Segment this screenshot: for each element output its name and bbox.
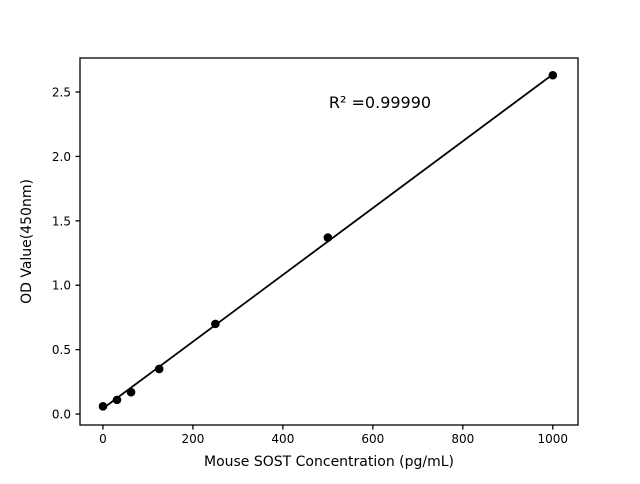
- x-tick-label: 400: [271, 432, 294, 446]
- y-tick-label: 1.0: [52, 279, 71, 293]
- x-tick-label: 800: [451, 432, 474, 446]
- y-tick-label: 2.0: [52, 150, 71, 164]
- y-tick-label: 0.0: [52, 408, 71, 422]
- data-point: [548, 70, 558, 80]
- data-point: [154, 364, 164, 374]
- x-tick-label: 200: [181, 432, 204, 446]
- y-tick-label: 0.5: [52, 343, 71, 357]
- plot-border: [79, 57, 579, 426]
- data-point: [98, 402, 108, 411]
- axis-ticks: 0 200 400 600 800 1000 0.0 0.5 1.0 1.5 2.0 2.5: [52, 86, 568, 446]
- data-point: [211, 319, 220, 329]
- plot-series: [98, 70, 558, 411]
- y-axis-label: OD Value(450nm): [19, 179, 35, 304]
- data-point: [323, 233, 333, 242]
- x-tick-label: 1000: [538, 432, 569, 446]
- x-tick-label: 0: [99, 432, 107, 446]
- r-squared-annotation: R² =0.99990: [329, 93, 431, 112]
- x-tick-label: 600: [361, 432, 384, 446]
- data-point: [112, 395, 122, 405]
- data-point: [126, 387, 136, 397]
- x-axis-label: Mouse SOST Concentration (pg/mL): [204, 454, 454, 470]
- y-tick-label: 2.5: [52, 86, 71, 100]
- y-tick-label: 1.5: [52, 214, 71, 228]
